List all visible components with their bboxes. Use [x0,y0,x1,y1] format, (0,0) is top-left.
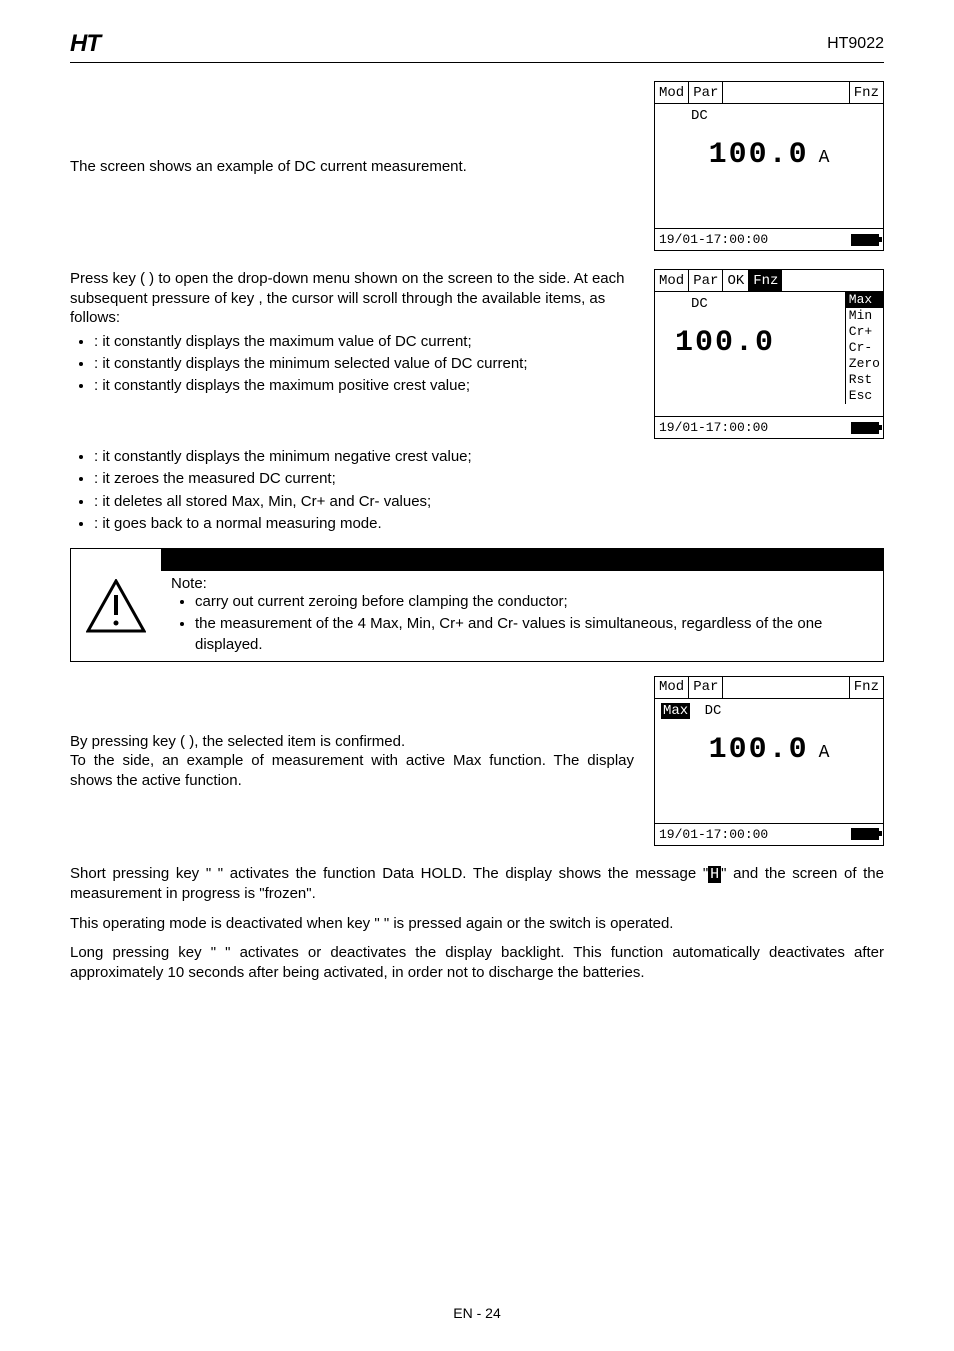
bullets-full: : it constantly displays the minimum neg… [94,447,884,534]
para-hold: Short pressing key " " activates the fun… [70,864,884,904]
timestamp: 19/01-17:00:00 [659,232,768,247]
timestamp: 19/01-17:00:00 [659,827,768,842]
dc-label: DC [705,703,722,719]
value: 100.0 [675,326,775,360]
tab-mod: Mod [655,677,689,698]
dropdown-menu: Max Min Cr+ Cr- Zero Rst Esc [845,292,883,404]
unit: A [819,743,830,763]
warning-icon [86,579,146,633]
tab-par: Par [689,677,723,698]
logo: HT [70,30,100,58]
caution-box: Note: carry out current zeroing before c… [70,548,884,662]
caution-item: the measurement of the 4 Max, Min, Cr+ a… [195,614,873,655]
tab-mod: Mod [655,82,689,103]
bullet-item: : it constantly displays the minimum neg… [94,447,884,467]
max-tag: Max [661,703,690,719]
value: 100.0 [709,138,809,172]
tab-blank [723,82,849,103]
bullet-item: : it deletes all stored Max, Min, Cr+ an… [94,492,884,512]
para-backlight: Long pressing key " " activates or deact… [70,943,884,982]
para-deactivate: This operating mode is deactivated when … [70,914,884,934]
block3-text: By pressing key ( ), the selected item i… [70,732,634,791]
screen-max-active: Mod Par Fnz Max DC 100.0 A 19/01-17:00:0… [654,676,884,846]
block2-intro: Press key ( ) to open the drop-down menu… [70,269,634,328]
battery-icon [851,422,879,434]
value: 100.0 [709,733,809,767]
battery-icon [851,828,879,840]
tab-blank [723,677,849,698]
unit: A [819,148,830,168]
screen-dropdown: Mod Par OK Fnz DC 100.0 Max Min Cr+ Cr- … [654,269,884,439]
caution-title: Note: [171,575,873,592]
bullet-item: : it constantly displays the maximum val… [94,332,634,352]
dc-label: DC [691,108,877,124]
page-header: HT HT9022 [70,30,884,63]
bullet-item: : it zeroes the measured DC current; [94,469,884,489]
tab-mod: Mod [655,270,689,291]
tab-fnz: Fnz [850,677,883,698]
tab-fnz-selected: Fnz [749,270,782,291]
bullet-item: : it goes back to a normal measuring mod… [94,514,884,534]
dropdown-item: Min [846,308,883,324]
battery-icon [851,234,879,246]
bullets-left: : it constantly displays the maximum val… [94,332,634,397]
model-number: HT9022 [827,35,884,53]
timestamp: 19/01-17:00:00 [659,420,768,435]
tab-fnz: Fnz [850,82,883,103]
tab-par: Par [689,82,723,103]
caution-item: carry out current zeroing before clampin… [195,592,873,612]
tab-ok: OK [723,270,749,291]
dropdown-item: Cr- [846,340,883,356]
tab-par: Par [689,270,723,291]
dropdown-item: Esc [846,388,883,404]
dropdown-item: Zero [846,356,883,372]
caution-header [161,549,883,571]
screen-dc-measure: Mod Par Fnz DC 100.0 A 19/01-17:00:00 [654,81,884,251]
dropdown-item: Rst [846,372,883,388]
dropdown-item: Cr+ [846,324,883,340]
block1-text: The screen shows an example of DC curren… [70,158,467,175]
bullet-item: : it constantly displays the maximum pos… [94,376,634,396]
page-footer: EN - 24 [0,1305,954,1321]
dropdown-item-max: Max [846,292,883,308]
bullet-item: : it constantly displays the minimum sel… [94,354,634,374]
hold-symbol: H [708,866,721,883]
